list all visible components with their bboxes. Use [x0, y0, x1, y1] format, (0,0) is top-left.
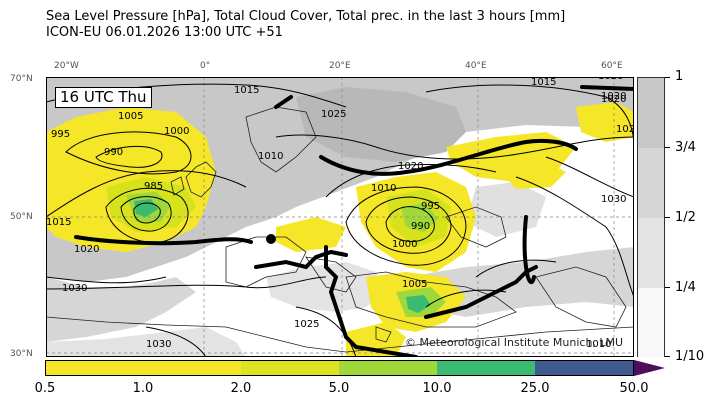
- isobar-label: 1030: [62, 283, 87, 294]
- cloud-band: [638, 218, 664, 288]
- cloud-band: [638, 288, 664, 358]
- weather-map: 1015 1020 1025 1005 995 990 1000 1010 10…: [46, 77, 634, 357]
- cloud-colorbar-label: 3/4: [675, 140, 696, 155]
- precip-band: [437, 360, 535, 376]
- isobar-label: 990: [411, 221, 430, 232]
- precip-colorbar-label: 25.0: [520, 381, 550, 396]
- graticule: [46, 77, 634, 357]
- lat-label: 50°N: [10, 212, 33, 222]
- cloud-colorbar-label: 1: [675, 69, 684, 84]
- precip-colorbar-label: 50.0: [619, 381, 649, 396]
- isobar-label: 1005: [118, 111, 143, 122]
- isobar-label: 1020: [598, 77, 623, 82]
- isobar-label: 1005: [402, 279, 427, 290]
- isobar-label: 995: [51, 129, 70, 140]
- lat-label: 70°N: [10, 74, 33, 84]
- lon-label: 60°E: [601, 61, 623, 71]
- precip-extend-arrow: [634, 360, 665, 376]
- precip-colorbar: [45, 360, 665, 376]
- isobar-label: 1010: [258, 151, 283, 162]
- precip-colorbar-label: 5.0: [328, 381, 350, 396]
- precip-colorbar-label: 1.0: [132, 381, 154, 396]
- isobar-label: 1025: [616, 124, 634, 135]
- isobar-label: 1020: [398, 161, 423, 172]
- precip-band: [339, 360, 437, 376]
- isobar-label: 995: [421, 201, 440, 212]
- cloud-colorbar-label: 1/2: [675, 210, 696, 225]
- lon-label: 20°W: [54, 61, 79, 71]
- isobar-label: 1010: [371, 183, 396, 194]
- front-lines: [74, 85, 634, 357]
- isobar-label: 1015: [46, 217, 71, 228]
- isobar-label: 1020: [601, 91, 626, 102]
- isobar-label: 1015: [234, 85, 259, 96]
- isobar-label: 990: [104, 147, 123, 158]
- precip-colorbar-label: 0.5: [34, 381, 56, 396]
- map-frame: [46, 77, 634, 357]
- isobar-label: 1025: [321, 109, 346, 120]
- cloud-colorbar-label: 1/10: [675, 349, 705, 364]
- isobar-label: 1020: [601, 94, 626, 105]
- cloud-cover-colorbar: [637, 77, 665, 358]
- precip-colorbar-label: 2.0: [230, 381, 252, 396]
- precip-colorbar-label: 10.0: [422, 381, 452, 396]
- lon-label: 40°E: [465, 61, 487, 71]
- cloud-band: [638, 78, 664, 148]
- chart-title: Sea Level Pressure [hPa], Total Cloud Co…: [46, 9, 566, 24]
- lon-label: 0°: [200, 61, 211, 71]
- isobar-label: 1030: [601, 194, 626, 205]
- precipitation-layer: [46, 102, 634, 357]
- isobar-label: 1000: [164, 126, 189, 137]
- isobar-label: 1030: [146, 339, 171, 350]
- precip-band: [143, 360, 241, 376]
- precip-band: [535, 360, 634, 376]
- isobar-label: 1015: [531, 77, 556, 88]
- precip-band: [45, 360, 143, 376]
- isobar-label: 1000: [392, 239, 417, 250]
- isobar-labels: 1015 1020 1025 1005 995 990 1000 1010 10…: [46, 77, 634, 350]
- precip-band: [241, 360, 339, 376]
- chart-subtitle: ICON-EU 06.01.2026 13:00 UTC +51: [46, 25, 283, 40]
- isobar-label: 985: [144, 181, 163, 192]
- isobar-label: 1025: [294, 319, 319, 330]
- coastlines: [46, 106, 634, 353]
- low-center-marker: [266, 234, 276, 244]
- copyright-label: © Meteorological Institute Munich, LMU: [405, 336, 624, 349]
- isobar-label: 1020: [74, 244, 99, 255]
- lat-label: 30°N: [10, 349, 33, 359]
- lon-label: 20°E: [329, 61, 351, 71]
- isobar-label: 1010: [586, 339, 611, 350]
- valid-time-label: 16 UTC Thu: [55, 87, 152, 108]
- cloud-band: [638, 148, 664, 218]
- cloud-colorbar-label: 1/4: [675, 280, 696, 295]
